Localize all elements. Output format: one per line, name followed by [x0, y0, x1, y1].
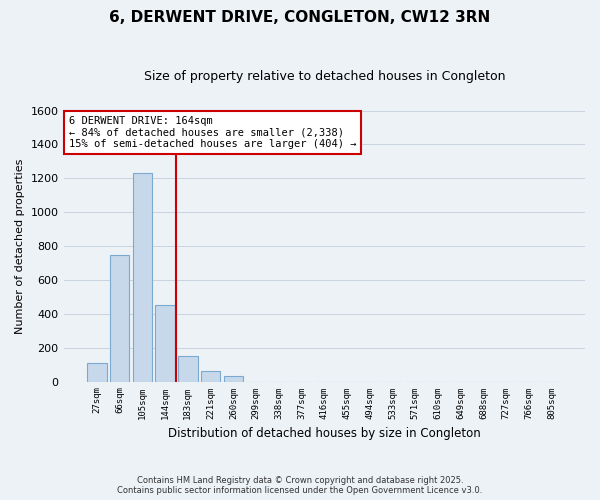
Title: Size of property relative to detached houses in Congleton: Size of property relative to detached ho…	[143, 70, 505, 83]
Y-axis label: Number of detached properties: Number of detached properties	[15, 158, 25, 334]
Text: 6 DERWENT DRIVE: 164sqm
← 84% of detached houses are smaller (2,338)
15% of semi: 6 DERWENT DRIVE: 164sqm ← 84% of detache…	[69, 116, 356, 149]
Bar	[201, 372, 220, 382]
Bar	[87, 363, 107, 382]
Bar	[110, 254, 130, 382]
Bar	[224, 376, 243, 382]
Text: 6, DERWENT DRIVE, CONGLETON, CW12 3RN: 6, DERWENT DRIVE, CONGLETON, CW12 3RN	[109, 10, 491, 25]
Text: Contains HM Land Registry data © Crown copyright and database right 2025.
Contai: Contains HM Land Registry data © Crown c…	[118, 476, 482, 495]
Bar	[155, 306, 175, 382]
Bar	[133, 173, 152, 382]
X-axis label: Distribution of detached houses by size in Congleton: Distribution of detached houses by size …	[168, 427, 481, 440]
Bar	[178, 356, 197, 382]
